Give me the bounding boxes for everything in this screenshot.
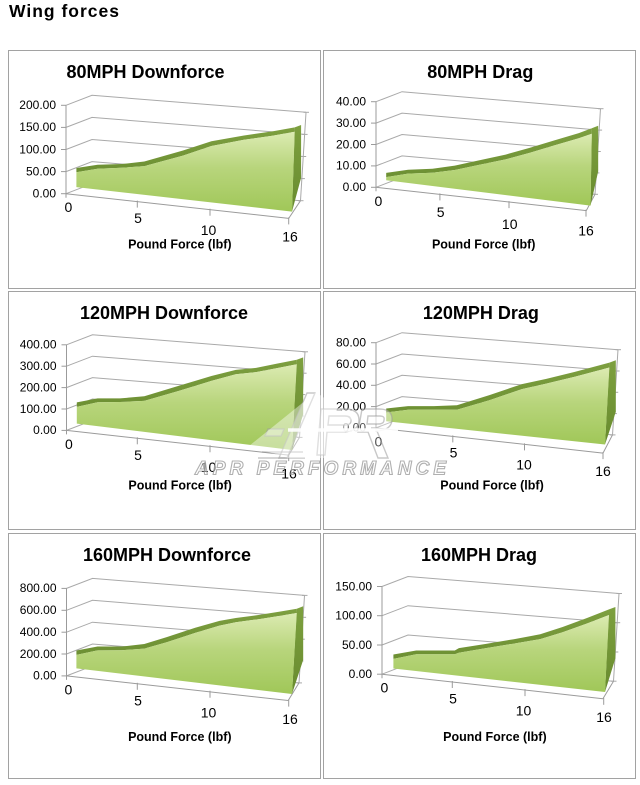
svg-text:5: 5 bbox=[449, 444, 457, 460]
svg-text:400.00: 400.00 bbox=[20, 625, 57, 639]
svg-text:Pound Force (lbf): Pound Force (lbf) bbox=[443, 730, 546, 744]
svg-text:0.00: 0.00 bbox=[342, 420, 366, 434]
svg-text:40.00: 40.00 bbox=[335, 95, 365, 109]
svg-text:40.00: 40.00 bbox=[335, 378, 365, 392]
svg-text:10.00: 10.00 bbox=[335, 159, 365, 173]
svg-text:60.00: 60.00 bbox=[335, 356, 365, 370]
svg-text:10: 10 bbox=[515, 702, 531, 718]
svg-text:16: 16 bbox=[282, 229, 298, 245]
svg-text:50.00: 50.00 bbox=[341, 637, 371, 651]
svg-text:16: 16 bbox=[595, 462, 611, 478]
svg-text:160MPH Downforce: 160MPH Downforce bbox=[83, 545, 251, 565]
svg-text:0.00: 0.00 bbox=[33, 423, 57, 437]
svg-text:Pound Force (lbf): Pound Force (lbf) bbox=[128, 730, 231, 744]
svg-text:100.00: 100.00 bbox=[19, 142, 56, 156]
svg-text:150.00: 150.00 bbox=[19, 120, 56, 134]
svg-text:0: 0 bbox=[65, 435, 73, 451]
svg-text:30.00: 30.00 bbox=[335, 116, 365, 130]
svg-text:10: 10 bbox=[516, 456, 532, 472]
svg-text:100.00: 100.00 bbox=[20, 401, 57, 415]
svg-text:80MPH Drag: 80MPH Drag bbox=[427, 62, 533, 82]
svg-text:5: 5 bbox=[436, 204, 444, 220]
svg-text:5: 5 bbox=[134, 692, 142, 708]
svg-text:20.00: 20.00 bbox=[335, 137, 365, 151]
svg-text:10: 10 bbox=[201, 704, 217, 720]
svg-text:120MPH Downforce: 120MPH Downforce bbox=[80, 303, 248, 323]
svg-text:200.00: 200.00 bbox=[20, 646, 57, 660]
svg-text:300.00: 300.00 bbox=[20, 359, 57, 373]
svg-text:0: 0 bbox=[65, 681, 73, 697]
svg-text:600.00: 600.00 bbox=[20, 603, 57, 617]
svg-text:0.00: 0.00 bbox=[33, 187, 57, 201]
svg-text:10: 10 bbox=[201, 458, 217, 474]
svg-text:0.00: 0.00 bbox=[348, 667, 372, 681]
svg-text:16: 16 bbox=[596, 709, 612, 725]
svg-text:10: 10 bbox=[501, 216, 517, 232]
svg-text:20.00: 20.00 bbox=[335, 399, 365, 413]
svg-text:0.00: 0.00 bbox=[33, 668, 57, 682]
svg-text:16: 16 bbox=[282, 710, 298, 726]
svg-text:80MPH Downforce: 80MPH Downforce bbox=[66, 62, 224, 82]
svg-text:5: 5 bbox=[134, 210, 142, 226]
svg-text:120MPH Drag: 120MPH Drag bbox=[422, 303, 538, 323]
svg-text:200.00: 200.00 bbox=[20, 380, 57, 394]
svg-text:0.00: 0.00 bbox=[342, 180, 366, 194]
svg-text:Pound Force (lbf): Pound Force (lbf) bbox=[128, 238, 231, 252]
svg-text:5: 5 bbox=[134, 446, 142, 462]
svg-text:Pound Force (lbf): Pound Force (lbf) bbox=[440, 478, 543, 492]
svg-text:0: 0 bbox=[374, 193, 382, 209]
svg-text:Pound Force (lbf): Pound Force (lbf) bbox=[128, 478, 231, 492]
svg-text:100.00: 100.00 bbox=[335, 608, 372, 622]
svg-text:10: 10 bbox=[201, 222, 217, 238]
svg-text:150.00: 150.00 bbox=[335, 579, 372, 593]
svg-text:0: 0 bbox=[374, 433, 382, 449]
svg-text:800.00: 800.00 bbox=[20, 581, 57, 595]
svg-text:400.00: 400.00 bbox=[20, 337, 57, 351]
svg-text:0: 0 bbox=[380, 679, 388, 695]
svg-text:0: 0 bbox=[65, 199, 73, 215]
svg-text:16: 16 bbox=[578, 222, 594, 238]
svg-text:160MPH Drag: 160MPH Drag bbox=[420, 545, 536, 565]
svg-text:80.00: 80.00 bbox=[335, 335, 365, 349]
svg-text:200.00: 200.00 bbox=[19, 98, 56, 112]
svg-text:50.00: 50.00 bbox=[26, 164, 56, 178]
svg-text:5: 5 bbox=[449, 690, 457, 706]
svg-text:16: 16 bbox=[281, 465, 297, 481]
svg-text:Pound Force (lbf): Pound Force (lbf) bbox=[431, 238, 534, 252]
